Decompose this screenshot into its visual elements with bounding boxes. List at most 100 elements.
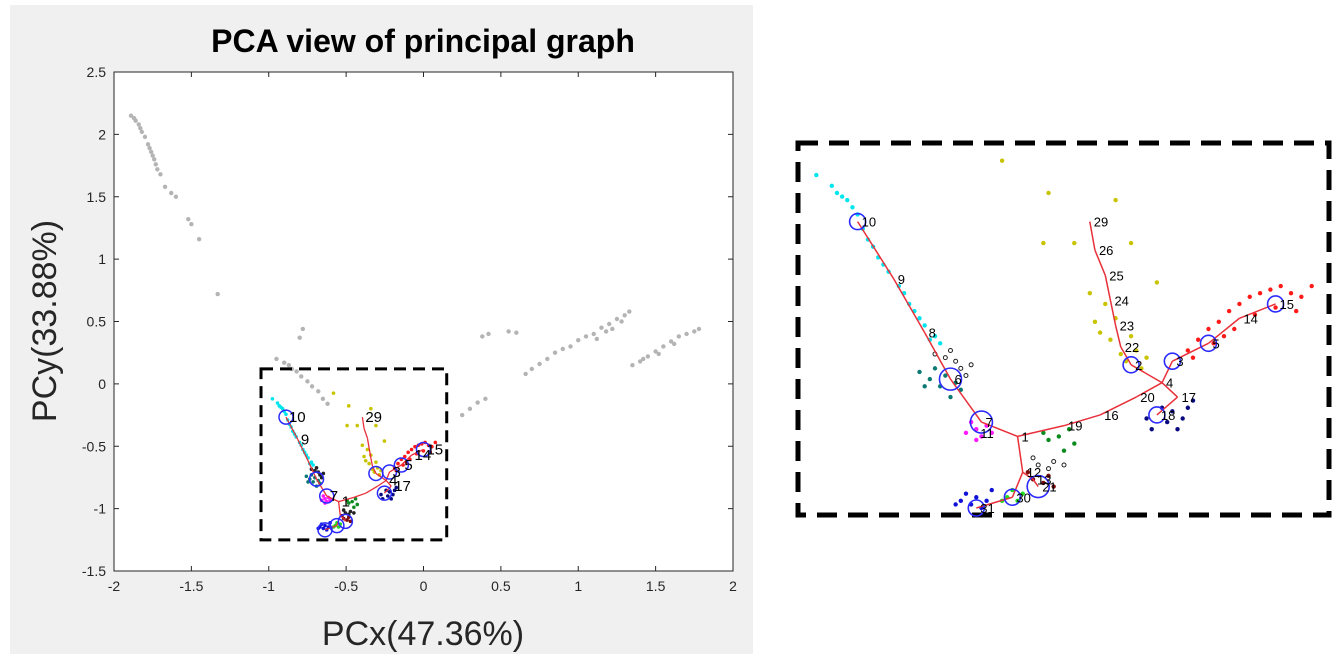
background-point [286, 362, 292, 368]
zoom-region-point [348, 519, 353, 524]
graph-edge [1016, 436, 1024, 473]
axis-ticks: -2 -1.5 -1 -0.5 0 0.5 1 1.5 2-1.5-1-0.500.511.52… [82, 64, 737, 594]
cluster-point-cyan [937, 341, 943, 346]
background-point [506, 329, 511, 334]
cluster-point-green [1020, 491, 1025, 496]
graph-edge [1135, 382, 1163, 398]
zoom-region-node-circle [415, 441, 432, 458]
graph-node-label: 25 [1109, 268, 1123, 283]
zoom-region-point [409, 447, 414, 452]
cluster-point-teal [927, 376, 933, 382]
cluster-point-cyan [917, 316, 922, 321]
zoom-region-node-label: 1 [342, 494, 350, 511]
background-point [622, 313, 627, 318]
background-point [136, 122, 141, 127]
background-point [545, 356, 550, 362]
graph-edge [1011, 471, 1024, 498]
cluster-point-olive [1103, 301, 1108, 307]
cluster-point-cyan [829, 183, 834, 188]
zoom-region-node-circle [278, 409, 294, 425]
y-tick-label: 1.5 [87, 189, 107, 205]
cluster-point-red [1288, 291, 1294, 296]
zoom-region-node-label: 15 [426, 441, 443, 458]
graph-edge [893, 278, 926, 333]
background-point [671, 341, 677, 347]
background-point [189, 221, 194, 227]
zoom-region-point [374, 460, 378, 464]
graph-node-circle [1163, 352, 1182, 371]
zoom-region-node-circle [393, 457, 410, 473]
background-point [325, 401, 330, 407]
cluster-point-darkgreen [1066, 427, 1072, 432]
background-point [568, 344, 573, 349]
graph-node-label: 15 [1280, 297, 1294, 312]
background-point [309, 384, 315, 389]
cluster-point-magenta [979, 434, 984, 439]
zoom-region-edge [368, 447, 372, 459]
background-point [173, 194, 179, 199]
graph-edge [1208, 317, 1240, 344]
graph-node-circle [1026, 474, 1050, 499]
cluster-point-blue [953, 502, 958, 507]
background-point [607, 321, 612, 327]
background-point [148, 149, 154, 155]
cluster-point-red [1247, 294, 1252, 299]
graph-node-label: 31 [980, 501, 994, 516]
graph-node-label: 1 [1022, 429, 1029, 444]
cluster-point-cyan [814, 172, 819, 178]
background-point [139, 129, 145, 135]
zoom-region-edge [343, 518, 346, 522]
zoom-region-point [367, 461, 371, 466]
background-point [523, 371, 528, 377]
background-point [627, 309, 632, 314]
zoom-region-point [284, 412, 288, 417]
background-point [316, 389, 321, 394]
cluster-point-darkgreen [1041, 430, 1046, 436]
cluster-point-navy [1180, 416, 1185, 421]
background-point [294, 369, 299, 374]
cluster-point-black [1046, 466, 1052, 472]
zoom-region-node-circle [376, 485, 393, 501]
background-point [186, 217, 191, 222]
zoom-region-point [355, 423, 360, 428]
cluster-point-teal [943, 373, 948, 378]
zoom-region-point [323, 497, 327, 501]
graph-node-label: 30 [1016, 490, 1030, 505]
graph-edge [1017, 424, 1065, 438]
cluster-point-darkred [1025, 470, 1031, 475]
background-point [583, 334, 589, 339]
cluster-point-magenta [989, 430, 994, 436]
graph-node-label: 21 [1042, 480, 1056, 495]
graph-edge [1094, 249, 1106, 276]
x-tick-label: 0.5 [491, 578, 511, 594]
zoom-region-point [321, 494, 326, 498]
x-tick-label: 1.5 [646, 578, 666, 594]
background-point [133, 118, 138, 123]
graph-edge [1109, 300, 1117, 326]
background-point [668, 339, 674, 344]
graph-node-label: 2 [1135, 358, 1142, 373]
y-tick-label: -1 [94, 501, 107, 517]
zoom-region-node-label: 4 [389, 472, 397, 489]
cluster-point-olive [1087, 291, 1093, 296]
cluster-point-olive [1108, 337, 1113, 342]
graph-node-label: 29 [1094, 215, 1108, 230]
cluster-point-blue [963, 491, 969, 496]
cluster-point-black [1051, 458, 1057, 464]
cluster-point-blue [984, 498, 989, 504]
cluster-point-red [1309, 283, 1314, 289]
zoom-region-point [311, 463, 315, 467]
zoom-region-point [341, 508, 346, 512]
x-tick-label: 2 [729, 578, 737, 594]
zoom-region-point [275, 401, 280, 405]
graph-edge [1099, 396, 1137, 416]
cluster-point-navy [1144, 416, 1149, 421]
background-point [150, 153, 155, 158]
graph-node-label: 19 [1068, 419, 1082, 434]
cluster-point-red [1252, 312, 1258, 317]
graph-node-label: 22 [1125, 340, 1139, 355]
graph-node-circle [969, 410, 994, 434]
cluster-point-olive [1118, 351, 1123, 357]
cluster-point-red [1278, 283, 1283, 289]
